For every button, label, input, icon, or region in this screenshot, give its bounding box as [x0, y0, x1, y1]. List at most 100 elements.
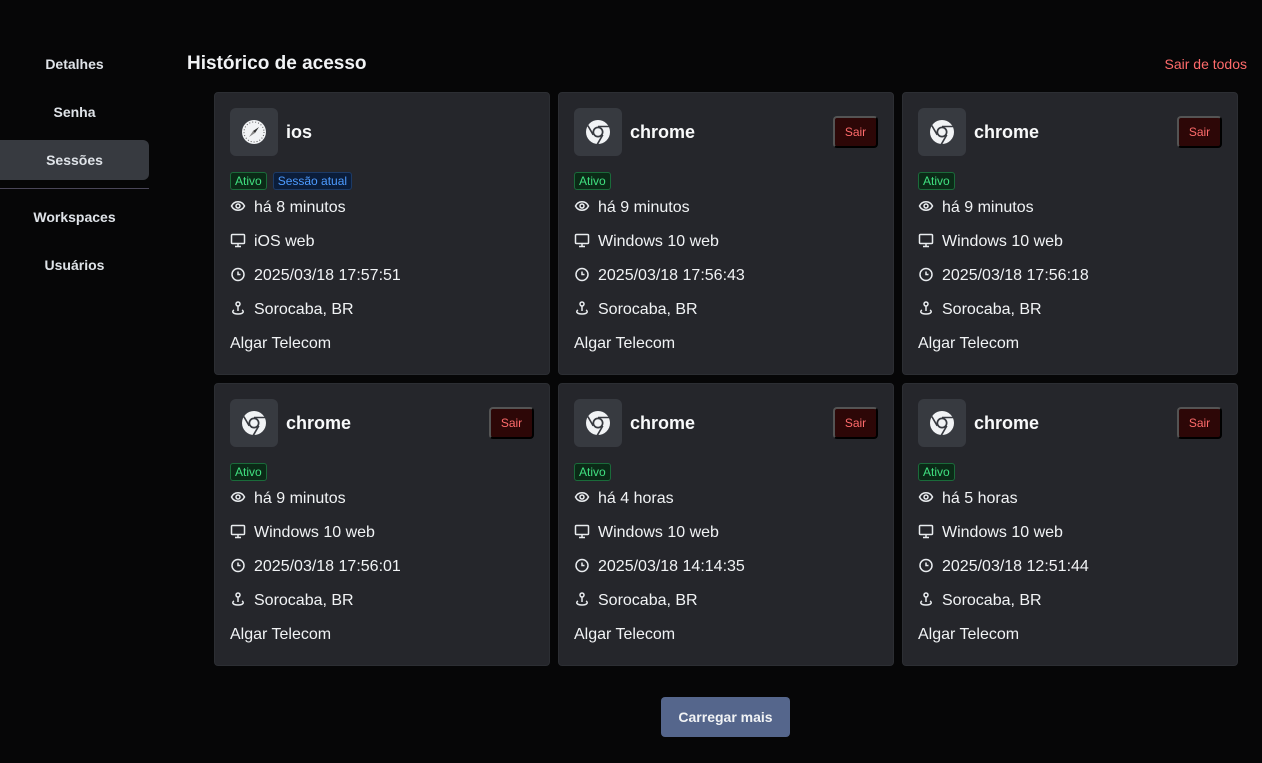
sidebar-item-workspaces[interactable]: Workspaces [33, 209, 116, 225]
datetime: 2025/03/18 17:56:01 [254, 558, 401, 575]
logout-session-button[interactable]: Sair [833, 407, 878, 439]
last-seen-row: há 8 minutos [230, 191, 534, 225]
last-seen-row: há 5 horas [918, 482, 1222, 516]
chrome-icon [574, 399, 622, 447]
eye-icon [574, 198, 598, 219]
datetime-row: 2025/03/18 17:56:01 [230, 550, 534, 584]
datetime-row: 2025/03/18 14:14:35 [574, 550, 878, 584]
location-pin-icon [918, 300, 942, 321]
eye-icon [230, 198, 254, 219]
location-pin-icon [230, 300, 254, 321]
browser-name: chrome [630, 121, 696, 142]
last-seen: há 5 horas [942, 490, 1018, 507]
location: Sorocaba, BR [598, 592, 698, 609]
isp-row: Algar Telecom [230, 618, 534, 652]
chrome-icon [918, 399, 966, 447]
clock-icon [574, 557, 598, 578]
card-header: chrome [574, 399, 878, 447]
location-row: Sorocaba, BR [918, 293, 1222, 327]
browser-name: chrome [974, 121, 1040, 142]
sidebar: Detalhes Senha Sessões Workspaces Usuári… [0, 44, 149, 293]
clock-icon [918, 266, 942, 287]
location-row: Sorocaba, BR [574, 584, 878, 618]
last-seen: há 9 minutos [942, 199, 1034, 216]
load-more-button[interactable]: Carregar mais [661, 697, 790, 737]
datetime: 2025/03/18 17:56:43 [598, 267, 745, 284]
sidebar-item-usuarios[interactable]: Usuários [44, 257, 105, 273]
eye-icon [918, 489, 942, 510]
location-pin-icon [230, 591, 254, 612]
last-seen-row: há 9 minutos [918, 191, 1222, 225]
location-row: Sorocaba, BR [574, 293, 878, 327]
monitor-icon [574, 523, 598, 544]
active-badge: Ativo [230, 463, 267, 481]
last-seen-row: há 9 minutos [574, 191, 878, 225]
datetime-row: 2025/03/18 17:56:43 [574, 259, 878, 293]
location-row: Sorocaba, BR [918, 584, 1222, 618]
device-row: Windows 10 web [918, 516, 1222, 550]
chrome-icon [230, 399, 278, 447]
isp: Algar Telecom [230, 626, 332, 643]
logout-session-button[interactable]: Sair [1177, 116, 1222, 148]
active-badge: Ativo [918, 172, 955, 190]
location-pin-icon [574, 300, 598, 321]
last-seen-row: há 9 minutos [230, 482, 534, 516]
monitor-icon [230, 523, 254, 544]
location: Sorocaba, BR [254, 592, 354, 609]
device: Windows 10 web [598, 524, 719, 541]
device-row: Windows 10 web [574, 225, 878, 259]
logout-all-link[interactable]: Sair de todos [1164, 56, 1248, 72]
last-seen: há 4 horas [598, 490, 674, 507]
eye-icon [574, 489, 598, 510]
location: Sorocaba, BR [942, 592, 1042, 609]
safari-icon [230, 108, 278, 156]
logout-session-button[interactable]: Sair [833, 116, 878, 148]
location-row: Sorocaba, BR [230, 584, 534, 618]
location: Sorocaba, BR [598, 301, 698, 318]
device: iOS web [254, 233, 315, 250]
session-card: chrome Sair Ativo há 9 minutos Windows 1… [902, 92, 1238, 375]
page-title: Histórico de acesso [187, 53, 367, 74]
location-row: Sorocaba, BR [230, 293, 534, 327]
session-card: chrome Sair Ativo há 5 horas Windows 10 … [902, 383, 1238, 666]
location-pin-icon [918, 591, 942, 612]
device-row: iOS web [230, 225, 534, 259]
last-seen: há 8 minutos [254, 199, 346, 216]
logout-session-button[interactable]: Sair [489, 407, 534, 439]
clock-icon [918, 557, 942, 578]
isp: Algar Telecom [574, 626, 676, 643]
device: Windows 10 web [942, 233, 1063, 250]
isp-row: Algar Telecom [918, 618, 1222, 652]
session-card: ios Ativo Sessão atual há 8 minutos iOS … [214, 92, 550, 375]
datetime: 2025/03/18 17:57:51 [254, 267, 401, 284]
isp-row: Algar Telecom [918, 327, 1222, 361]
logout-session-button[interactable]: Sair [1177, 407, 1222, 439]
clock-icon [230, 266, 254, 287]
location-pin-icon [574, 591, 598, 612]
sidebar-item-sessoes[interactable]: Sessões [0, 140, 149, 180]
location: Sorocaba, BR [254, 301, 354, 318]
datetime-row: 2025/03/18 17:57:51 [230, 259, 534, 293]
datetime-row: 2025/03/18 17:56:18 [918, 259, 1222, 293]
card-header: chrome [918, 399, 1222, 447]
browser-name: chrome [974, 412, 1040, 433]
active-badge: Ativo [918, 463, 955, 481]
isp-row: Algar Telecom [574, 618, 878, 652]
chrome-icon [918, 108, 966, 156]
session-card: chrome Sair Ativo há 4 horas Windows 10 … [558, 383, 894, 666]
chrome-icon [574, 108, 622, 156]
sidebar-item-senha[interactable]: Senha [53, 104, 96, 120]
isp: Algar Telecom [918, 626, 1020, 643]
datetime: 2025/03/18 12:51:44 [942, 558, 1089, 575]
session-card: chrome Sair Ativo há 9 minutos Windows 1… [214, 383, 550, 666]
sidebar-divider [0, 188, 149, 189]
datetime: 2025/03/18 17:56:18 [942, 267, 1089, 284]
active-badge: Ativo [230, 172, 267, 190]
last-seen: há 9 minutos [598, 199, 690, 216]
sidebar-item-detalhes[interactable]: Detalhes [45, 56, 104, 72]
device: Windows 10 web [254, 524, 375, 541]
monitor-icon [918, 523, 942, 544]
datetime-row: 2025/03/18 12:51:44 [918, 550, 1222, 584]
clock-icon [230, 557, 254, 578]
current-session-badge: Sessão atual [272, 172, 353, 190]
